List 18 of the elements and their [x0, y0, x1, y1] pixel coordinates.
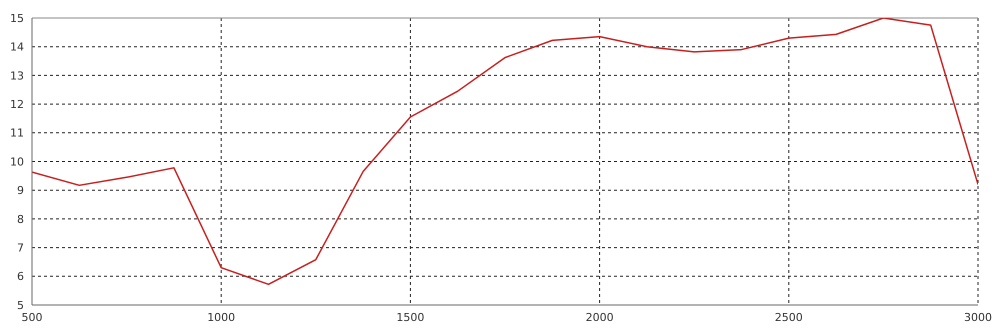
y-tick-label: 13 [10, 69, 24, 82]
y-tick-label: 7 [17, 242, 24, 255]
x-tick-label: 2000 [586, 310, 614, 324]
y-tick-label: 8 [17, 212, 24, 226]
y-tick-label: 10 [10, 155, 24, 168]
y-tick-label: 5 [17, 298, 24, 312]
line-series [32, 18, 978, 286]
y-tick-label: 6 [17, 270, 24, 284]
y-tick-label: 12 [10, 98, 24, 112]
x-tick-label: 1000 [207, 310, 236, 324]
x-tick-label: 1500 [396, 310, 424, 324]
y-tick-label: 15 [10, 12, 24, 25]
x-tick-label: 3000 [964, 310, 992, 324]
y-tick-label: 9 [17, 184, 24, 198]
y-tick-label: 11 [10, 126, 24, 140]
x-tick-label: 2500 [774, 310, 803, 324]
x-tick-label: 500 [22, 310, 42, 324]
y-tick-label: 14 [10, 40, 24, 54]
